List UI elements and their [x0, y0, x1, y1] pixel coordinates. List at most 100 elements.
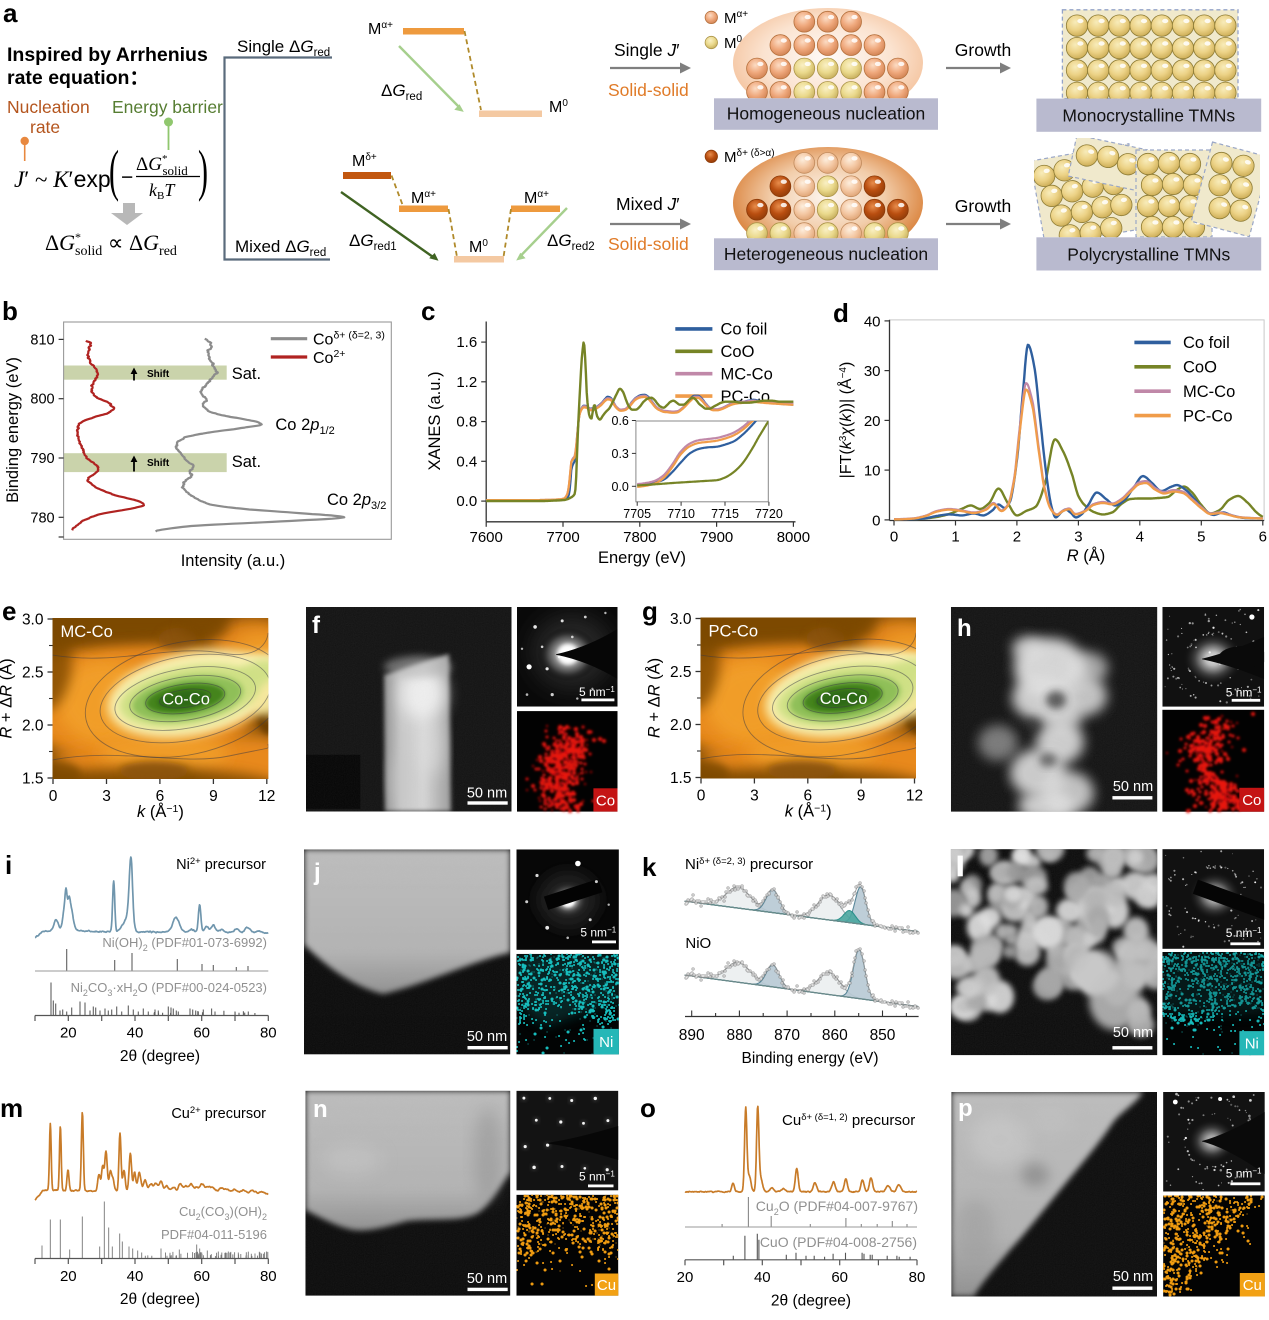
svg-text:50 nm: 50 nm	[467, 1271, 507, 1287]
svg-text:Heterogeneous nucleation: Heterogeneous nucleation	[724, 244, 928, 264]
svg-text:kB​T: kB​T	[149, 180, 176, 202]
svg-text:Cu2​O (PDF#04-007-9767): Cu2​O (PDF#04-007-9767)	[756, 1198, 918, 1217]
svg-text:Co foil: Co foil	[721, 321, 768, 339]
svg-text:7710: 7710	[667, 507, 695, 521]
svg-text:2.5: 2.5	[22, 665, 44, 682]
svg-text:1.5: 1.5	[670, 770, 692, 787]
svg-text:0.8: 0.8	[456, 414, 477, 431]
svg-text:60: 60	[193, 1268, 210, 1285]
svg-text:0.4: 0.4	[456, 453, 477, 470]
svg-text:7720: 7720	[755, 507, 783, 521]
svg-text:1: 1	[951, 529, 959, 546]
svg-text:0: 0	[697, 788, 706, 805]
svg-text:0.3: 0.3	[612, 447, 629, 461]
svg-text:850: 850	[870, 1027, 896, 1044]
svg-text:−: −	[121, 166, 133, 189]
svg-text:Cu: Cu	[1243, 1277, 1262, 1294]
svg-text:XANES (a.u.): XANES (a.u.)	[426, 371, 444, 470]
svg-text:4: 4	[1136, 529, 1144, 546]
svg-text:20: 20	[60, 1268, 77, 1285]
svg-text:J′ ~ K′exp: J′ ~ K′exp	[14, 166, 111, 192]
svg-text:c: c	[421, 296, 435, 326]
svg-text:Solid-solid: Solid-solid	[608, 80, 689, 100]
svg-text:Mixed J′: Mixed J′	[616, 194, 680, 214]
svg-text:Homogeneous nucleation: Homogeneous nucleation	[727, 104, 925, 124]
svg-text:870: 870	[774, 1027, 800, 1044]
svg-text:0.6: 0.6	[612, 414, 629, 428]
svg-text:7600: 7600	[470, 529, 503, 546]
svg-text:NiO: NiO	[685, 935, 711, 952]
svg-text:80: 80	[260, 1025, 277, 1042]
svg-text:20: 20	[60, 1025, 77, 1042]
svg-text:Nucleation: Nucleation	[7, 97, 90, 117]
svg-text:860: 860	[822, 1027, 848, 1044]
svg-text:9: 9	[209, 788, 218, 805]
svg-text:7715: 7715	[711, 507, 739, 521]
svg-text:p: p	[958, 1095, 973, 1122]
svg-text:3.0: 3.0	[670, 611, 692, 628]
svg-text:CoO: CoO	[721, 343, 755, 361]
svg-text:Shift: Shift	[147, 369, 170, 380]
svg-text:e: e	[2, 596, 16, 626]
svg-text:2θ (degree): 2θ (degree)	[120, 1291, 200, 1308]
svg-text:0: 0	[890, 529, 898, 546]
svg-text:1.5: 1.5	[22, 771, 44, 788]
svg-text:12: 12	[906, 788, 923, 805]
svg-text:6: 6	[156, 788, 165, 805]
svg-text:800: 800	[30, 392, 54, 408]
svg-text:j: j	[313, 859, 321, 886]
svg-text:Intensity (a.u.): Intensity (a.u.)	[181, 552, 286, 570]
svg-text:50 nm: 50 nm	[467, 1029, 507, 1045]
svg-text:PDF#04-011-5196: PDF#04-011-5196	[161, 1227, 267, 1242]
svg-text:Co-Co: Co-Co	[162, 691, 210, 709]
svg-text:7900: 7900	[700, 529, 733, 546]
svg-text:ΔG*solid ∝ ΔGred: ΔG* solid ∝ ΔGred	[45, 230, 177, 259]
svg-text:2: 2	[1013, 529, 1021, 546]
svg-text:Solid-solid: Solid-solid	[608, 234, 689, 254]
svg-text:3: 3	[1074, 529, 1082, 546]
svg-text:d: d	[833, 298, 849, 328]
svg-text:): )	[198, 138, 208, 202]
svg-text:Cu: Cu	[597, 1277, 616, 1294]
svg-text:ΔG*solid​: ΔG*solid​	[136, 153, 188, 178]
svg-text:0.0: 0.0	[612, 480, 629, 494]
svg-text:Cu2​(CO3​)(OH)2​: Cu2​(CO3​)(OH)2​	[179, 1204, 267, 1222]
svg-text:12: 12	[258, 788, 275, 805]
svg-text:R + ΔR (Å): R + ΔR (Å)	[645, 658, 664, 738]
svg-text:h: h	[957, 615, 972, 642]
svg-text:Shift: Shift	[147, 458, 170, 469]
svg-text:o: o	[640, 1093, 656, 1123]
svg-text:a: a	[3, 0, 18, 28]
svg-text:Ni: Ni	[1245, 1036, 1259, 1053]
svg-text:k: k	[642, 852, 657, 882]
svg-text:R (Å): R (Å)	[1067, 546, 1106, 565]
svg-text:PC-Co: PC-Co	[1183, 407, 1233, 425]
svg-text:rate: rate	[30, 117, 60, 137]
svg-text:Sat.: Sat.	[232, 453, 261, 471]
svg-text:Cu2+​ precursor: Cu2+​ precursor	[171, 1105, 266, 1122]
svg-text:R + ΔR (Å): R + ΔR (Å)	[0, 658, 16, 738]
svg-text:Monocrystalline TMNs: Monocrystalline TMNs	[1062, 106, 1235, 126]
svg-text:Ni2+​ precursor: Ni2+​ precursor	[176, 856, 266, 873]
svg-text:20: 20	[677, 1269, 694, 1286]
svg-text:780: 780	[30, 510, 54, 526]
svg-text:6: 6	[803, 788, 812, 805]
svg-text:Polycrystalline TMNs: Polycrystalline TMNs	[1067, 244, 1230, 264]
svg-text:Growth: Growth	[955, 196, 1011, 216]
svg-text:50 nm: 50 nm	[467, 786, 507, 802]
svg-text:880: 880	[726, 1027, 752, 1044]
svg-text:Co: Co	[1242, 792, 1261, 809]
svg-text:Binding energy (eV): Binding energy (eV)	[742, 1050, 879, 1067]
svg-text:rate equation：: rate equation：	[7, 67, 149, 89]
svg-text:2.0: 2.0	[670, 717, 692, 734]
svg-text:m: m	[0, 1093, 23, 1123]
svg-text:6: 6	[1259, 529, 1267, 546]
svg-text:1.6: 1.6	[456, 334, 477, 351]
svg-text:810: 810	[30, 332, 54, 348]
svg-text:5: 5	[1197, 529, 1205, 546]
svg-text:2.5: 2.5	[670, 664, 692, 681]
svg-text:b: b	[2, 296, 18, 326]
svg-text:60: 60	[831, 1269, 848, 1286]
svg-text:0: 0	[872, 512, 880, 529]
svg-text:Energy (eV): Energy (eV)	[598, 549, 686, 567]
